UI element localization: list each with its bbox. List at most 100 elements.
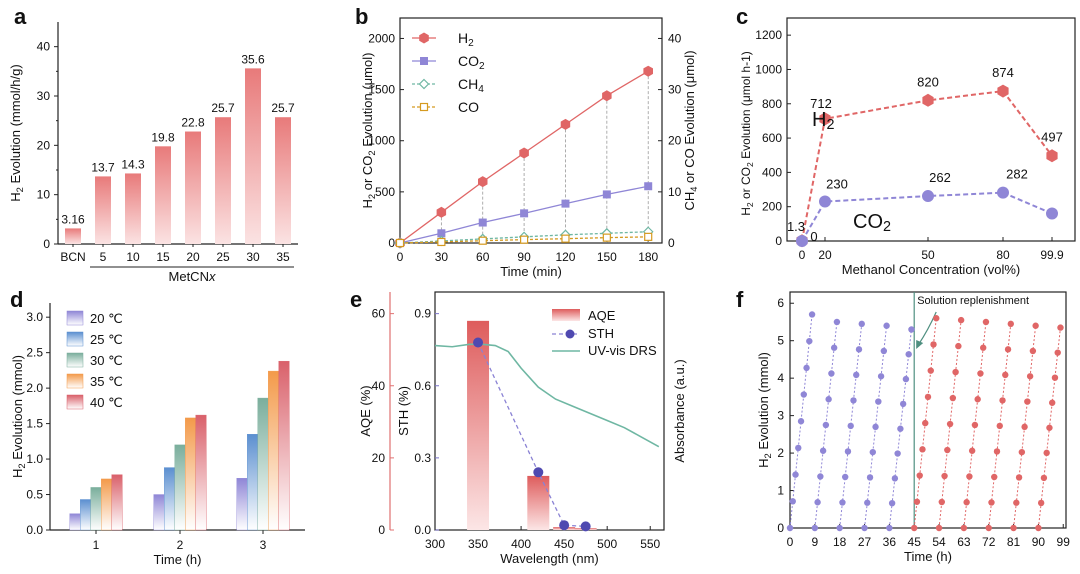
replenish-annotation: Solution replenishment — [917, 295, 1029, 307]
cycle-point — [985, 524, 992, 532]
series-point — [922, 93, 934, 107]
plot-frame — [399, 17, 663, 244]
y-right-axis-label-part: 4 — [689, 187, 699, 192]
series-point — [1046, 149, 1058, 163]
series-label-co2-part: CO — [853, 211, 883, 233]
legend-label-part: CO — [458, 53, 479, 69]
series-label-h2: H2 — [812, 109, 834, 133]
cycle-point — [935, 524, 943, 532]
y-tick-label: 0 — [43, 237, 50, 251]
sth-tick-label: 0.3 — [414, 451, 431, 465]
data-label: 25.7 — [271, 101, 295, 115]
y-tick-label: 1200 — [755, 28, 782, 42]
bar — [95, 176, 111, 244]
x-tick-label: 500 — [597, 537, 617, 551]
cycle-point — [966, 473, 973, 480]
bar — [185, 131, 201, 244]
y-right-axis-label-part: CH — [682, 192, 697, 211]
cycle-point — [1043, 449, 1050, 457]
aqe-tick-label: 40 — [372, 379, 386, 393]
series-label-h2-part: 2 — [826, 117, 834, 133]
x-tick-label: 0 — [397, 250, 404, 264]
y-axis-label-part: Evolutioon (mmol) — [10, 355, 25, 463]
aqe-bar — [467, 320, 490, 530]
y-axis-label-part: Evolution (mmol) — [756, 352, 771, 453]
x-axis-label: Time (h) — [904, 549, 952, 564]
cycle-point — [847, 422, 854, 430]
cycle-point — [946, 420, 954, 428]
x-tick-label: 150 — [597, 250, 617, 264]
y-axis-label: H2 or CO2 Evolution (μmol h-1) — [739, 51, 755, 216]
cycle-point — [991, 473, 998, 481]
series-point — [1046, 207, 1058, 220]
legend-marker-sth — [565, 329, 575, 339]
cycle-point — [988, 499, 995, 506]
cycle-point — [944, 446, 951, 454]
bar — [101, 478, 112, 531]
legend-label: CH4 — [458, 76, 484, 95]
cycle-point — [974, 396, 981, 403]
cycle-point — [811, 524, 819, 532]
panel-e: e 0 20 40 60 AQE (%) 0.0 0.3 0.6 0.9 STH (%) Absorb… — [350, 287, 687, 566]
sth-tick-label: 0.0 — [414, 523, 431, 537]
series-point — [997, 186, 1009, 199]
cycle-point — [844, 448, 852, 455]
y-left-tick-label: 500 — [375, 185, 395, 199]
cycle-point — [855, 346, 863, 353]
cycle-line — [963, 321, 987, 529]
cycle-point — [963, 499, 970, 506]
cycle-point — [913, 498, 921, 505]
bar — [164, 467, 175, 531]
cycle-point — [930, 341, 937, 348]
x-tick-label: 72 — [982, 535, 996, 549]
y-tick-label: 20 — [37, 138, 51, 152]
y-tick-label: 0 — [777, 521, 784, 535]
bar — [257, 397, 269, 531]
cycle-point — [822, 421, 830, 429]
bar — [278, 360, 290, 531]
x-tick-label: 180 — [638, 250, 658, 264]
cycle-point — [919, 446, 926, 453]
y-axis-label-part: 2 — [15, 187, 25, 192]
x-axis-label: Methanol Concentration (vol%) — [842, 262, 1020, 277]
cycle-point — [891, 475, 899, 482]
cycle-point — [803, 364, 810, 372]
cycle-point — [839, 499, 846, 506]
legend-label-part: CH — [458, 76, 478, 92]
legend-label: H2 — [458, 30, 474, 49]
bar — [275, 117, 291, 244]
y-left-axis-label-part: 2 — [367, 194, 377, 199]
series-point — [395, 238, 405, 248]
data-label: 13.7 — [91, 160, 115, 174]
y-tick-label: 0 — [775, 234, 782, 248]
x-tick-label: BCN — [60, 250, 85, 264]
cycle-point — [836, 524, 843, 532]
series-point — [437, 229, 446, 238]
aqe-axis-label: AQE (%) — [358, 385, 373, 436]
y-right-tick-label: 40 — [668, 31, 682, 45]
bar — [195, 414, 207, 531]
legend-label-sth: STH — [588, 326, 614, 341]
panel-b: b 0 500 1000 1500 2000 0 10 20 30 40 0 30 60 90 120 150 1… — [355, 4, 699, 279]
x-tick-label: 3 — [260, 538, 267, 552]
bar — [236, 478, 248, 531]
bar — [69, 513, 81, 531]
cycle-point — [938, 498, 945, 506]
data-label: 19.8 — [151, 130, 175, 144]
cycle-point — [1018, 448, 1026, 456]
cycle-point — [1029, 347, 1037, 355]
data-label: 1.3 — [787, 219, 805, 234]
cycle-point — [897, 425, 904, 432]
cycle-point — [1032, 322, 1039, 329]
cycle-point — [899, 400, 907, 408]
sth-axis-label: STH (%) — [396, 386, 411, 436]
cycle-point — [1054, 349, 1061, 356]
y-axis-label: H2 Evolution (mmol) — [756, 352, 773, 468]
y-right-axis-label-part: or CO Evolution (μmol) — [682, 50, 697, 186]
legend-label: 40 ℃ — [90, 395, 123, 410]
cycle-point — [877, 373, 885, 380]
cycle-point — [1010, 524, 1017, 532]
bar — [268, 370, 279, 531]
bar — [90, 487, 102, 531]
legend-swatch — [66, 394, 84, 410]
